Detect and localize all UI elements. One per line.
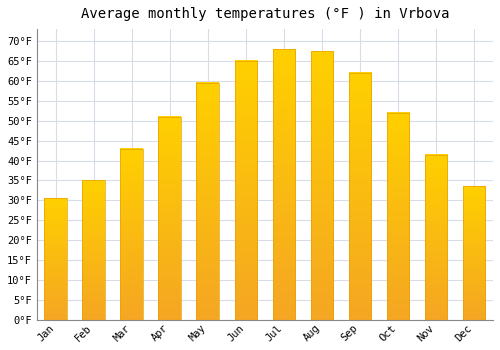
Bar — [310, 51, 334, 320]
Bar — [234, 61, 258, 320]
Bar — [424, 155, 448, 320]
Bar — [82, 181, 105, 320]
Bar — [272, 49, 295, 320]
Bar — [348, 73, 372, 320]
Title: Average monthly temperatures (°F ) in Vrbova: Average monthly temperatures (°F ) in Vr… — [80, 7, 449, 21]
Bar — [44, 198, 67, 320]
Bar — [196, 83, 220, 320]
Bar — [386, 113, 409, 320]
Bar — [120, 149, 144, 320]
Bar — [158, 117, 182, 320]
Bar — [462, 187, 485, 320]
